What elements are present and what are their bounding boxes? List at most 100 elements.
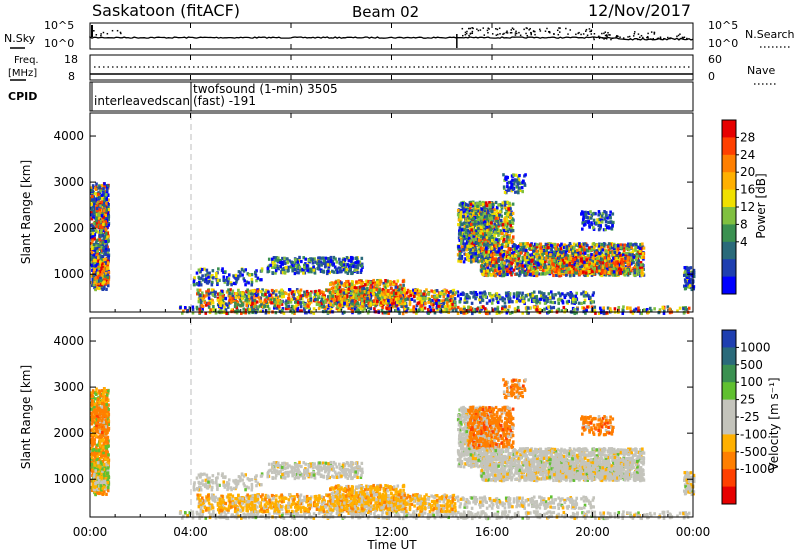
power-cell bbox=[483, 238, 486, 242]
search-noise-dot bbox=[575, 33, 577, 36]
power-cell bbox=[433, 311, 437, 315]
power-cell bbox=[471, 251, 475, 256]
search-noise-dot bbox=[100, 34, 102, 37]
power-cell bbox=[270, 288, 274, 293]
power-cell bbox=[92, 210, 96, 215]
search-noise-dot bbox=[659, 36, 662, 38]
power-cell bbox=[102, 257, 106, 262]
power-cell bbox=[354, 296, 358, 300]
power-cell bbox=[101, 281, 104, 285]
search-noise-dot bbox=[487, 27, 490, 30]
power-cell bbox=[367, 279, 370, 284]
power-cell bbox=[435, 289, 439, 293]
power-cell bbox=[374, 304, 377, 308]
power-cell bbox=[268, 300, 272, 304]
power-cell bbox=[474, 245, 477, 249]
power-cell bbox=[438, 304, 442, 308]
power-cell bbox=[502, 225, 505, 229]
power-cell bbox=[93, 280, 97, 284]
power-cell bbox=[458, 229, 461, 233]
power-cell bbox=[354, 292, 358, 297]
power-cell bbox=[97, 267, 101, 271]
power-cell bbox=[254, 310, 257, 315]
search-noise-dot bbox=[111, 29, 114, 32]
power-cell bbox=[407, 295, 410, 299]
power-cell bbox=[507, 204, 511, 208]
search-noise-dot bbox=[477, 29, 480, 32]
power-cell bbox=[532, 262, 536, 266]
power-cell bbox=[104, 193, 108, 197]
power-cell bbox=[306, 304, 310, 308]
power-cell bbox=[587, 305, 591, 309]
power-cell bbox=[346, 263, 350, 267]
power-cell bbox=[602, 309, 605, 313]
search-noise-dot bbox=[584, 30, 587, 32]
power-cell bbox=[471, 311, 474, 316]
power-cell bbox=[191, 305, 195, 309]
power-cell bbox=[513, 307, 517, 311]
power-cell bbox=[547, 305, 550, 309]
power-cell bbox=[209, 291, 213, 295]
power-cell bbox=[95, 206, 99, 211]
power-cell bbox=[340, 269, 343, 273]
power-cell bbox=[569, 247, 573, 251]
power-cell bbox=[480, 216, 484, 220]
search-noise-dot bbox=[605, 34, 608, 36]
power-cell bbox=[360, 298, 364, 302]
power-cell bbox=[272, 256, 276, 260]
power-cell bbox=[480, 209, 484, 214]
power-cell bbox=[92, 225, 95, 229]
power-cell bbox=[373, 307, 376, 311]
power-cell bbox=[469, 239, 473, 243]
power-cell bbox=[227, 288, 230, 292]
power-cell bbox=[484, 220, 487, 224]
power-cell bbox=[322, 296, 326, 300]
power-cell bbox=[481, 216, 485, 220]
power-cell bbox=[205, 293, 209, 297]
power-cell bbox=[505, 224, 509, 228]
power-cell bbox=[429, 308, 433, 312]
power-cell bbox=[361, 287, 364, 291]
power-cell bbox=[98, 184, 101, 188]
search-noise-dot bbox=[556, 29, 559, 32]
power-cell bbox=[201, 291, 204, 295]
search-noise-dot bbox=[502, 33, 504, 35]
power-cell bbox=[96, 268, 99, 272]
power-cell bbox=[253, 294, 257, 298]
power-cell bbox=[100, 266, 103, 271]
power-cell bbox=[198, 288, 202, 292]
power-cell bbox=[234, 292, 238, 296]
power-cell bbox=[360, 282, 363, 286]
search-noise-dot bbox=[467, 27, 470, 30]
power-cell bbox=[95, 204, 98, 209]
power-cell bbox=[297, 293, 301, 297]
power-cell bbox=[351, 256, 354, 260]
search-noise-dot bbox=[464, 33, 467, 36]
power-cell bbox=[205, 268, 209, 272]
power-cell bbox=[302, 271, 305, 275]
power-cell bbox=[497, 233, 500, 237]
power-cell bbox=[92, 253, 95, 257]
power-cell bbox=[226, 290, 230, 294]
power-cell bbox=[327, 289, 330, 293]
power-cell bbox=[458, 307, 462, 312]
search-noise-dot bbox=[628, 35, 631, 38]
power-cell bbox=[208, 271, 211, 275]
power-cell bbox=[494, 216, 498, 220]
power-cell bbox=[96, 186, 100, 190]
power-cell bbox=[322, 261, 326, 266]
power-cell bbox=[483, 233, 486, 237]
power-cell bbox=[570, 273, 574, 277]
power-cell bbox=[292, 296, 296, 301]
power-cell bbox=[303, 290, 306, 294]
power-cell bbox=[317, 260, 321, 264]
search-noise-dot bbox=[515, 30, 517, 33]
power-cell bbox=[199, 270, 202, 274]
power-cell bbox=[352, 262, 356, 267]
power-cell bbox=[197, 300, 201, 304]
power-cell bbox=[248, 297, 251, 301]
power-cell bbox=[348, 266, 352, 271]
power-cell bbox=[218, 292, 222, 296]
power-cell bbox=[474, 212, 478, 216]
power-cell bbox=[470, 255, 473, 259]
